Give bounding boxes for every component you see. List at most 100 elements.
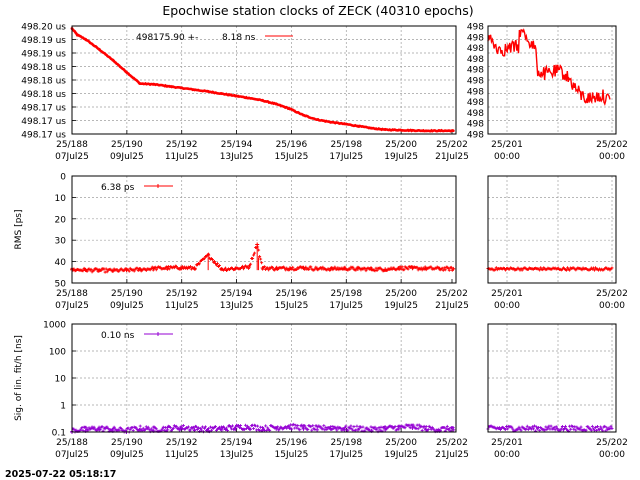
side-series-point <box>498 427 502 431</box>
side-series-point <box>512 266 516 270</box>
side-series-point <box>596 424 600 428</box>
series-point <box>185 267 189 271</box>
series-point <box>313 427 317 431</box>
clock-data-point <box>411 129 414 132</box>
series-point <box>174 424 178 428</box>
series-point <box>348 267 352 271</box>
series-point <box>209 428 213 432</box>
data-point <box>287 266 292 271</box>
series-point <box>375 268 379 272</box>
side-series-point <box>610 426 614 430</box>
series-point <box>147 428 151 432</box>
side-x-tick-label-day: 25/201 <box>491 289 523 299</box>
data-point <box>396 426 401 431</box>
data-point <box>328 266 333 271</box>
clock-data-point <box>424 129 428 133</box>
side-series-point <box>568 268 572 272</box>
clock-data-point <box>152 82 156 86</box>
series-point <box>168 425 172 429</box>
side-y-tick-label: 498 <box>467 120 484 130</box>
x-tick-label-day: 25/198 <box>330 140 362 150</box>
x-tick-label-day: 25/188 <box>56 438 88 448</box>
series-point <box>239 424 243 428</box>
clock-data-point <box>193 88 196 92</box>
series-point <box>393 425 397 429</box>
series-point <box>309 265 313 269</box>
x-tick-label-date: 07Jul25 <box>55 301 89 311</box>
series-point <box>325 427 329 431</box>
series-point <box>400 265 404 269</box>
clock-data-point <box>165 84 169 88</box>
side-y-tick-label: 498 <box>467 109 484 119</box>
clock-data-point <box>234 94 237 98</box>
series-point <box>276 425 280 429</box>
data-point <box>178 265 183 270</box>
data-point <box>301 265 306 270</box>
clock-data-point <box>111 58 115 62</box>
series-point <box>105 270 109 274</box>
clock-data-point <box>125 70 128 74</box>
y-tick-label: 40 <box>55 258 67 268</box>
series-point <box>313 267 317 271</box>
side-x-tick-label-time: 00:00 <box>599 152 625 162</box>
clock-data-point <box>438 129 442 133</box>
y-tick-label: 498.17 us <box>21 104 66 114</box>
y-tick-label: 1000 <box>43 321 66 331</box>
y-tick-label: 100 <box>49 348 66 358</box>
side-series-point <box>541 268 545 272</box>
series-point <box>267 268 271 272</box>
y-tick-label: 498.18 us <box>21 63 66 73</box>
series-point <box>390 425 394 429</box>
data-point <box>97 427 102 432</box>
x-tick-label-date: 21Jul25 <box>435 152 469 162</box>
side-series-point <box>554 425 558 429</box>
side-series-point <box>593 425 597 429</box>
series-point <box>194 425 198 429</box>
panels: 498.20 us 498.19 us 498.19 us 498.18 us 498.… <box>14 23 628 461</box>
series-point <box>238 426 242 430</box>
side-x-tick-label-time: 00:00 <box>494 152 520 162</box>
series-point <box>149 427 153 431</box>
series-point <box>103 427 107 431</box>
clock-data-point <box>370 126 373 130</box>
series-point <box>322 424 326 428</box>
series-point <box>416 268 420 272</box>
side-series-point <box>579 425 583 429</box>
x-tick-label-date: 21Jul25 <box>435 450 469 460</box>
side-series-point <box>566 266 570 270</box>
series-point <box>415 265 419 269</box>
x-tick-label-day: 25/188 <box>56 289 88 299</box>
data-point <box>165 266 170 271</box>
series-point <box>79 427 83 431</box>
series-point <box>303 424 307 428</box>
data-point <box>342 266 347 271</box>
series-point <box>411 423 415 427</box>
clock-data-point <box>288 107 292 111</box>
x-tick-label-date: 13Jul25 <box>220 152 254 162</box>
series-point <box>127 269 131 273</box>
y-tick-label: 498.19 us <box>21 36 66 46</box>
x-tick-label-day: 25/194 <box>221 140 253 150</box>
series-point <box>429 265 433 269</box>
series-point <box>208 425 212 429</box>
data-point <box>383 267 388 272</box>
side-series-point <box>553 428 557 432</box>
series-point <box>188 428 192 432</box>
side-series-point <box>519 428 523 432</box>
y-tick-label: 10 <box>55 194 67 204</box>
side-series-point <box>562 427 566 431</box>
side-series-point <box>606 427 610 431</box>
series-point <box>158 265 162 269</box>
series-point <box>361 425 365 429</box>
y-tick-label: 30 <box>55 237 67 247</box>
series-point <box>72 427 76 431</box>
side-y-tick-label: 498 <box>467 66 484 76</box>
x-tick-label-day: 25/202 <box>436 289 468 299</box>
series-point <box>291 265 295 269</box>
data-point <box>315 427 320 432</box>
side-series-point <box>578 427 582 431</box>
side-y-tick-label: 498 <box>467 87 484 97</box>
y-tick-label: 1 <box>60 402 66 412</box>
series-point <box>344 424 348 428</box>
side-series-point <box>592 268 596 272</box>
